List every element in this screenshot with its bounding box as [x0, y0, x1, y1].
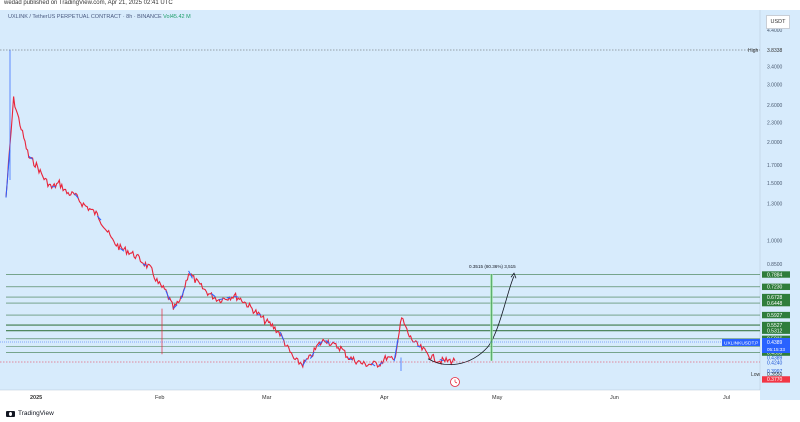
low-marker: Low 0.3550: [0, 361, 783, 378]
y-tick-label-2: 3.0000: [767, 82, 783, 88]
currency-badge[interactable]: USDT: [766, 15, 790, 29]
level-tag-0: [762, 271, 790, 278]
time-axis-ticks: 2025 Feb Mar Apr May Jun Jul: [30, 395, 730, 401]
x-tick-label-0: 2025: [30, 395, 42, 401]
current-price-tag: [762, 338, 790, 353]
symbol-legend: UXLINK / TetherUS PERPETUAL CONTRACT · 8…: [8, 14, 191, 20]
level-tag-13: [762, 376, 790, 383]
brand[interactable]: TradingView: [6, 410, 54, 417]
publisher-text: wedad published on TradingView.com, Apr …: [4, 0, 173, 6]
y-tick-label-4: 2.3000: [767, 120, 783, 126]
price-axis-ticks: 4.4000 3.4000 3.0000 2.6000 2.3000 2.0000 1.70…: [767, 28, 783, 268]
price-chart[interactable]: 0.3515 (80.36%) 3,515 4.4000 3.4000 3.0000…: [0, 0, 800, 404]
y-tick-label-5: 2.0000: [767, 140, 783, 146]
projection-drawing[interactable]: 0.3515 (80.36%) 3,515: [427, 264, 517, 365]
footer: TradingView: [0, 404, 800, 422]
current-price-marker: UXLINKUSDT.P 0.4389 05:15:33: [0, 338, 790, 353]
x-tick-label-6: Jul: [723, 395, 730, 401]
brand-name: TradingView: [18, 410, 54, 417]
level-tag-text-2: 0.6728: [767, 295, 783, 301]
level-tag-text-11: 0.4240: [767, 361, 783, 367]
level-tag-text-3: 0.6448: [767, 301, 783, 307]
x-tick-label-5: Jun: [610, 395, 619, 401]
high-label: High: [748, 48, 759, 54]
level-tag-3: [762, 299, 790, 307]
level-tag-text-1: 0.7230: [767, 285, 783, 291]
clock-alert-icon[interactable]: [450, 377, 460, 387]
high-marker: High 3.8338: [0, 48, 783, 54]
symbol-tag: [722, 339, 760, 346]
projection-arrow-head: [510, 272, 517, 279]
price-line-up: [5, 150, 444, 367]
level-tag-text-13: 0.3770: [767, 377, 783, 383]
measure-label: 0.3515 (80.36%) 3,515: [469, 264, 516, 269]
x-tick-label-1: Feb: [155, 395, 164, 401]
volume-value: Vol45.42 M: [163, 14, 191, 20]
level-tag-text-9: 0.4553: [767, 350, 783, 356]
level-tag-5: [762, 321, 790, 329]
publisher-bar: wedad published on TradingView.com, Apr …: [0, 0, 800, 10]
price-series: [5, 49, 456, 372]
price-axis-background: [760, 10, 800, 400]
tradingview-logo-icon: [6, 410, 15, 417]
y-tick-label-9: 1.0000: [767, 239, 783, 245]
low-label: Low: [751, 372, 761, 378]
y-tick-label-7: 1.5000: [767, 181, 783, 187]
x-tick-label-3: Apr: [380, 395, 389, 401]
y-tick-label-10: 0.8500: [767, 262, 783, 268]
projection-curve[interactable]: [427, 276, 515, 365]
level-tag-4: [762, 311, 790, 319]
time-axis-background: [0, 390, 760, 404]
price-line-down: [5, 96, 456, 369]
support-resistance-lines: [6, 274, 760, 353]
y-tick-label-8: 1.3000: [767, 201, 783, 207]
symbol-tag-text: UXLINKUSDT.P: [724, 341, 758, 347]
y-tick-label-3: 2.6000: [767, 103, 783, 109]
plot-background: [0, 10, 760, 400]
y-tick-label-6: 1.7000: [767, 163, 783, 169]
level-tag-text-12: 0.3997: [767, 369, 783, 375]
level-tag-text-6: 0.5312: [767, 328, 783, 334]
level-tag-text-10: 0.4389: [767, 356, 783, 362]
level-tag-text-5: 0.5527: [767, 323, 783, 329]
level-tag-2: [762, 293, 790, 301]
countdown-value: 05:15:33: [767, 347, 785, 352]
low-value: 0.3550: [767, 372, 783, 378]
high-value: 3.8338: [767, 48, 783, 54]
level-tag-1: [762, 283, 790, 291]
symbol-line: UXLINK / TetherUS PERPETUAL CONTRACT · 8…: [8, 14, 162, 20]
current-price-value: 0.4389: [767, 340, 783, 346]
level-tag-text-0: 0.7884: [767, 272, 783, 278]
x-tick-label-4: May: [492, 395, 503, 401]
y-tick-label-1: 3.4000: [767, 65, 783, 71]
y-tick-label-0: 4.4000: [767, 28, 783, 34]
level-tag-text-4: 0.5927: [767, 313, 783, 319]
x-tick-label-2: Mar: [262, 395, 272, 401]
level-tag-6: [762, 327, 790, 334]
